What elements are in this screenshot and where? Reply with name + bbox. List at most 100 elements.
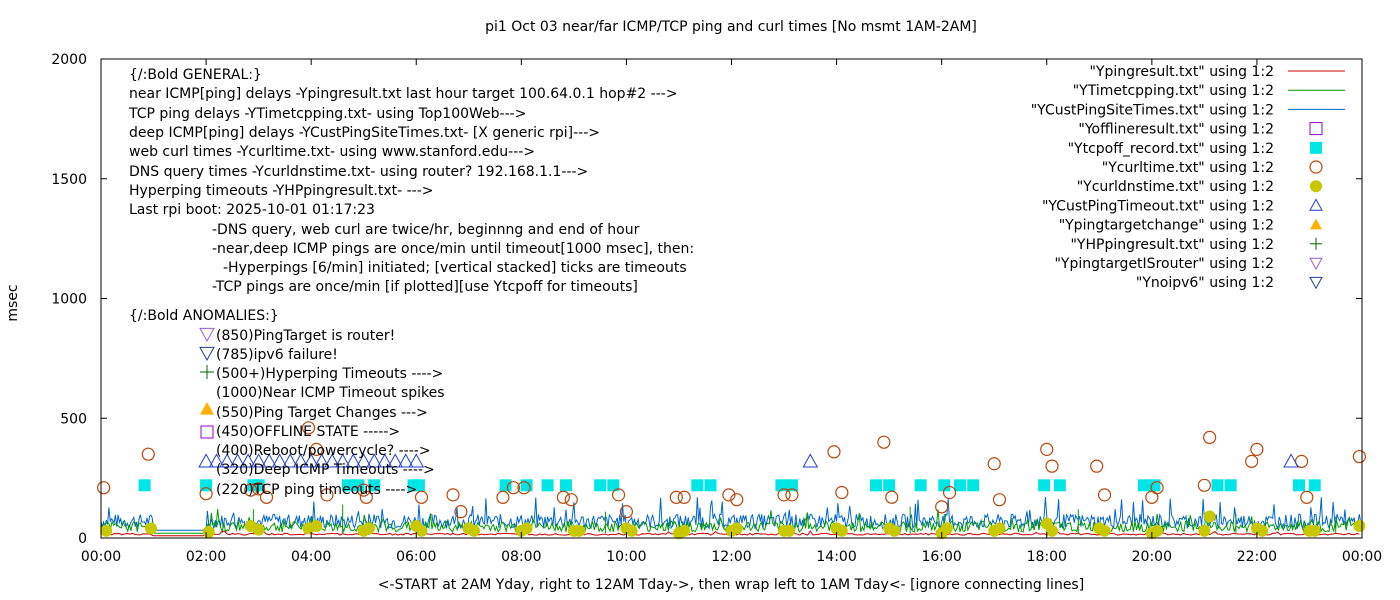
legend-swatch-3 (1309, 122, 1323, 136)
x-tick-label: 16:00 (921, 549, 961, 565)
data-point-open-triangle-up (324, 453, 341, 468)
data-point-filled-circle (1046, 524, 1059, 537)
data-point-open-circle (785, 488, 799, 502)
data-point-filled-circle (1198, 524, 1211, 537)
data-point-open-triangle-up (376, 453, 393, 468)
data-point-filled-square (938, 479, 951, 492)
data-point-open-circle (1250, 442, 1264, 456)
data-point-filled-square (138, 479, 151, 492)
x-tick-label: 06:00 (396, 549, 436, 565)
data-point-filled-square (914, 479, 927, 492)
data-point-open-circle (1245, 454, 1259, 468)
annotation-line-12: {/:Bold ANOMALIES:} (129, 308, 279, 324)
data-point-open-circle (935, 500, 949, 514)
annotation-line-2: TCP ping delays -YTimetcpping.txt- using… (128, 106, 526, 122)
annotation-line-10: -Hyperpings [6/min] initiated; [vertical… (223, 260, 687, 276)
data-point-filled-square (967, 479, 980, 492)
data-point-open-circle (611, 488, 626, 502)
data-point-filled-circle (940, 522, 953, 535)
data-point-filled-circle (252, 523, 265, 536)
data-point-open-circle (309, 442, 324, 456)
data-point-filled-circle (415, 524, 428, 537)
data-point-open-circle (827, 445, 841, 459)
data-point-open-triangle-up (408, 453, 425, 468)
y-tick-label: 500 (60, 411, 87, 427)
data-point-open-circle (454, 505, 468, 519)
data-point-open-circle (1300, 490, 1314, 504)
data-point-open-circle (619, 505, 634, 519)
data-point-open-triangle-up (240, 453, 256, 468)
data-point-open-triangle-up (802, 453, 819, 468)
data-point-open-triangle-up (366, 453, 383, 468)
data-point-filled-square (368, 479, 381, 492)
data-point-open-circle (301, 421, 316, 435)
data-point-filled-square (607, 479, 620, 492)
annotation-line-16: (1000)Near ICMP Timeout spikes (216, 385, 445, 401)
data-point-open-circle (359, 490, 373, 504)
data-point-open-circle (446, 488, 460, 502)
x-tick-label: 18:00 (1027, 549, 1067, 565)
annotation-line-9: -near,deep ICMP pings are once/min until… (212, 241, 694, 257)
data-point-open-triangle-up (397, 453, 414, 468)
annotation-line-18: (450)OFFLINE STATE -----> (216, 424, 400, 440)
annotation-line-17: (550)Ping Target Changes ---> (216, 405, 428, 421)
data-point-open-circle (1045, 459, 1059, 473)
data-point-open-circle (677, 490, 691, 504)
data-point-open-triangle-up (334, 453, 351, 468)
y-axis-label: msec (5, 284, 21, 321)
data-point-open-triangle-up (313, 453, 330, 468)
data-point-filled-circle (1308, 524, 1321, 537)
data-point-open-triangle-up (271, 453, 288, 468)
y-tick-label: 0 (78, 531, 87, 547)
data-point-open-circle (199, 487, 213, 501)
data-point-open-triangle-up (355, 453, 372, 468)
data-point-open-circle (496, 490, 510, 504)
annotation-line-11: -TCP pings are once/min [if plotted][use… (212, 279, 638, 295)
legend-swatch-7 (1309, 198, 1323, 211)
data-point-open-circle (141, 447, 155, 461)
annotation-line-19: (400)Reboot/powercycle? ----> (216, 443, 431, 459)
data-point-open-circle (877, 435, 891, 449)
data-point-open-circle (987, 457, 1001, 471)
legend-swatch-6 (1310, 180, 1322, 193)
data-point-filled-square (520, 479, 533, 492)
data-point-filled-circle (625, 524, 638, 537)
legend-label-10: "YpingtargetISrouter" using 1:2 (1054, 256, 1274, 272)
data-point-filled-square (1292, 479, 1305, 492)
annotation-layer: {/:Bold GENERAL:} near ICMP[ping] delays … (128, 67, 694, 498)
legend-label-11: "Ynoipv6" using 1:2 (1136, 275, 1274, 291)
y-tick-label: 1500 (51, 172, 87, 188)
data-point-open-triangle-up (303, 453, 320, 468)
data-point-filled-square (341, 479, 354, 492)
annotation-line-0: {/:Bold GENERAL:} (129, 67, 262, 83)
data-point-open-triangle-up (1283, 453, 1299, 468)
data-point-open-circle (885, 490, 899, 504)
data-point-open-circle (517, 481, 531, 495)
annotation-line-1: near ICMP[ping] delays -Ypingresult.txt … (129, 86, 678, 102)
data-point-filled-circle (993, 522, 1006, 535)
data-point-filled-circle (144, 522, 157, 535)
data-point-filled-square (883, 479, 896, 492)
data-point-filled-circle (100, 524, 113, 537)
data-point-filled-circle (783, 524, 796, 537)
x-tick-label: 20:00 (1132, 549, 1172, 565)
legend-label-3: "Yofflineresult.txt" using 1:2 (1078, 122, 1274, 138)
data-point-filled-square (1038, 479, 1051, 492)
data-point-open-circle (669, 490, 683, 504)
data-point-filled-square (559, 479, 572, 492)
data-point-open-circle (556, 490, 570, 504)
data-point-filled-square (499, 479, 512, 492)
data-point-open-circle (942, 485, 957, 500)
data-point-filled-circle (1151, 524, 1164, 537)
annotation-line-6: Hyperping timeouts -YHPpingresult.txt- -… (129, 183, 434, 199)
data-point-filled-circle (468, 524, 481, 537)
data-point-filled-square (1224, 479, 1237, 492)
data-point-open-circle (722, 488, 736, 502)
data-point-open-circle (1090, 459, 1104, 473)
data-point-filled-circle (573, 524, 586, 537)
data-point-open-circle (1197, 478, 1211, 492)
legend-label-2: "YCustPingSiteTimes.txt" using 1:2 (1031, 102, 1274, 118)
data-point-filled-square (594, 479, 607, 492)
y-tick-label: 2000 (51, 52, 87, 68)
